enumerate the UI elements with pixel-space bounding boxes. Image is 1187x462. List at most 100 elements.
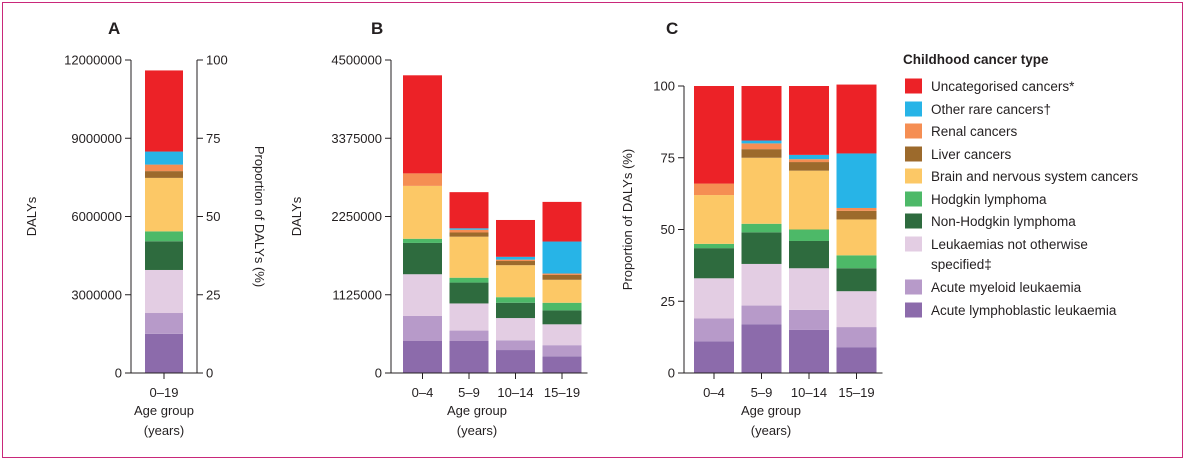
y-tick-label: 0 (375, 366, 382, 381)
x-axis-title: (years) (457, 423, 497, 438)
bar-segment (496, 261, 535, 266)
bar-segment (542, 310, 582, 325)
legend-label: Non-Hodgkin lymphoma (931, 214, 1076, 229)
bar-segment (403, 242, 442, 275)
legend-title: Childhood cancer type (903, 52, 1049, 67)
y-axis-title: DALYs (289, 196, 304, 236)
legend-item: Other rare cancers† (905, 101, 1051, 117)
bar-segment (741, 149, 782, 158)
legend-label: Liver cancers (931, 147, 1012, 162)
bar-segment (789, 329, 829, 373)
bar-segment (403, 238, 442, 243)
bar-segment (403, 315, 442, 342)
bar-segment (145, 269, 183, 314)
x-axis-title: (years) (751, 423, 791, 438)
legend-swatch (905, 236, 922, 252)
legend-swatch (905, 168, 922, 184)
y-axis-right-title: Proportion of DALYs (%) (252, 146, 267, 287)
legend-label: Leukaemias not otherwise (931, 237, 1088, 252)
panel-a: A 0 3000000 6000000 9000000 12000000 DALYs 0 25 5… (24, 19, 267, 438)
bar-segment (741, 232, 782, 264)
bar-segment (741, 86, 782, 141)
bar-segment (741, 157, 782, 224)
y-right-tick-label: 0 (206, 366, 213, 381)
bar-segment (145, 171, 183, 178)
legend-label: Brain and nervous system cancers (931, 169, 1138, 184)
bar-segment (836, 268, 877, 292)
bar-segment (403, 75, 442, 174)
bar-segment (542, 241, 582, 274)
bar-segment (836, 210, 877, 220)
x-tick-label: 0–4 (412, 385, 434, 400)
bar-segment (542, 273, 582, 275)
legend-swatch (905, 279, 922, 295)
legend-item: Liver cancers (905, 146, 1012, 162)
bar-segment (542, 302, 582, 311)
bar-segment (449, 330, 489, 342)
y-right-tick-label: 50 (206, 209, 220, 224)
y-tick-label: 100 (653, 79, 675, 94)
bar-segment (496, 256, 535, 260)
y-tick-label: 3000000 (71, 287, 122, 302)
bar-segment (145, 231, 183, 242)
bar-segment (145, 164, 183, 172)
legend-label: specified‡ (931, 257, 992, 272)
bar-segment (836, 347, 877, 373)
bar-segment (694, 318, 734, 342)
legend-label: Uncategorised cancers* (931, 79, 1075, 94)
bar-segment (542, 356, 582, 373)
bar-segment (741, 263, 782, 306)
bar-segment (741, 143, 782, 150)
bar-segment (694, 183, 734, 196)
y-tick-label: 1125000 (332, 287, 382, 302)
bar-segment (403, 185, 442, 239)
bar-segment (789, 86, 829, 155)
bar-segment (741, 223, 782, 233)
bar-segment (836, 219, 877, 256)
bar-segment (449, 303, 489, 331)
y-tick-label: 75 (661, 150, 675, 165)
panel-b: B 0 1125000 2250000 3375000 4500000 DALYs 0–4 5–… (289, 19, 588, 438)
x-tick-label: 10–14 (791, 385, 827, 400)
x-axis-title: (years) (144, 423, 184, 438)
y-right-tick-label: 25 (206, 287, 220, 302)
legend-label: Renal cancers (931, 124, 1018, 139)
bar-segment (836, 207, 877, 211)
panel-c: C 0 25 50 75 100 Proportion of DALYs (%) 0–4 5–9… (620, 19, 883, 438)
x-tick-label: 5–9 (751, 385, 773, 400)
legend-swatch (905, 191, 922, 207)
bar-segment (496, 340, 535, 351)
legend-item: Leukaemias not otherwise specified‡ (905, 236, 1088, 272)
y-tick-label: 3375000 (331, 131, 382, 146)
bar-segment (789, 159, 829, 163)
bar-segment (694, 341, 734, 373)
legend-item: Uncategorised cancers* (905, 78, 1075, 94)
bar-segment (789, 240, 829, 269)
legend-swatch (905, 146, 922, 162)
legend-swatch (905, 213, 922, 229)
y-tick-label: 4500000 (331, 53, 382, 68)
bar-segment (496, 265, 535, 298)
x-axis-title: Age group (741, 403, 801, 418)
bar-segment (145, 151, 183, 165)
legend-swatch (905, 101, 922, 117)
x-tick-label: 0–4 (703, 385, 725, 400)
bar-segment (449, 192, 489, 229)
y-tick-label: 50 (661, 222, 675, 237)
legend-swatch (905, 302, 922, 318)
bar-segment (836, 291, 877, 328)
bar-segment (542, 279, 582, 303)
bar-segment (496, 297, 535, 303)
bar-segment (542, 201, 582, 242)
bar-segment (836, 327, 877, 348)
y-tick-label: 6000000 (71, 209, 122, 224)
legend-label: Hodgkin lymphoma (931, 192, 1047, 207)
bar-segment (449, 282, 489, 304)
bar-segment (145, 70, 183, 152)
bar-segment (694, 248, 734, 279)
bar-segment (496, 350, 535, 373)
bar-segment (789, 309, 829, 330)
bar-segment (741, 324, 782, 373)
bar-segment (789, 170, 829, 230)
